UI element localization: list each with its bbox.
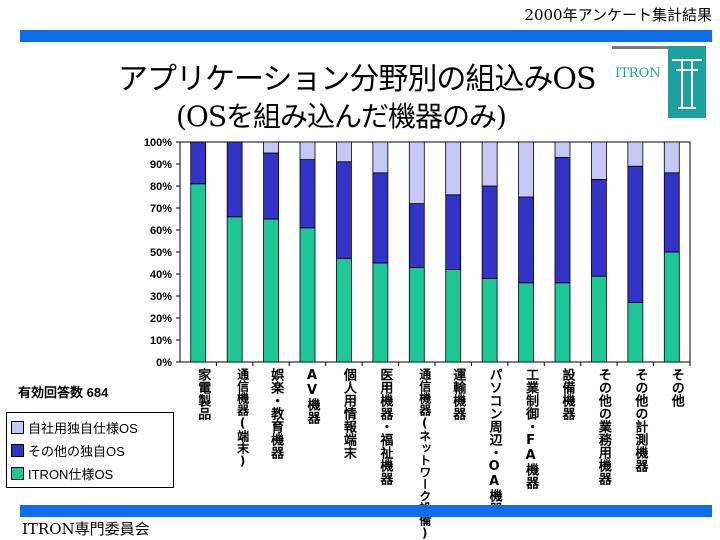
y-tick-label: 30%: [150, 291, 172, 303]
category-label: 個人用情報端末: [340, 368, 356, 459]
plot-area: [179, 141, 691, 363]
legend-item-itron: ITRON仕様OS: [11, 463, 113, 483]
legend-label-itron: ITRON仕様OS: [28, 466, 114, 482]
bar-segment-own: [481, 141, 498, 187]
bar-segment-other: [226, 141, 243, 218]
bar-segment-own: [554, 141, 571, 158]
category-label: 娯楽・教育機器: [268, 368, 284, 459]
bar-segment-other: [372, 172, 389, 264]
y-tick-label: 0%: [156, 357, 172, 369]
bar-segment-itron: [299, 227, 316, 363]
y-tick-label: 100%: [144, 137, 172, 149]
category-label: 工業制御・FA機器: [523, 368, 539, 489]
legend-swatch-own: [11, 420, 24, 434]
bar-segment-other: [591, 178, 607, 277]
bar-segment-own: [627, 141, 644, 167]
bar-segment-itron: [591, 275, 607, 363]
category-label: 医用機器・福祉機器: [377, 368, 393, 485]
bar-segment-own: [372, 141, 389, 174]
category-label: その他: [668, 368, 684, 407]
category-label: パソコン周辺・OA機器: [486, 368, 502, 515]
bar-segment-itron: [554, 282, 571, 363]
chart-title: アプリケーション分野別の組込みOS: [118, 62, 597, 97]
itron-logo: ITRON: [612, 46, 706, 118]
chart-subtitle: (OSを組み込んだ機器のみ): [176, 100, 507, 133]
bar-segment-itron: [190, 183, 207, 363]
y-tick-label: 70%: [150, 203, 172, 215]
bar-segment-itron: [663, 251, 680, 363]
bar-segment-own: [518, 141, 534, 198]
bar-segment-own: [299, 141, 316, 161]
bar-segment-itron: [627, 302, 644, 363]
response-count: 有効回答数 684: [18, 385, 109, 400]
legend-swatch-itron: [11, 466, 24, 480]
bar-segment-other: [518, 196, 534, 284]
bar-segment-own: [591, 141, 607, 180]
y-tick-label: 80%: [150, 181, 172, 193]
y-tick-label: 40%: [150, 269, 172, 281]
bar-segment-other: [627, 165, 644, 303]
category-label: 通信機器(端末): [235, 368, 250, 468]
category-label: AV機器: [304, 368, 320, 424]
category-label: その他の業務用機器: [595, 368, 611, 485]
y-tick-label: 10%: [150, 335, 172, 347]
survey-caption: 2000年アンケート集計結果: [524, 6, 712, 24]
y-tick-label: 90%: [150, 159, 172, 171]
bar-segment-itron: [226, 216, 243, 363]
legend-item-own: 自社用独自仕様OS: [11, 417, 138, 437]
bar-segment-itron: [336, 258, 352, 363]
category-label: 家電製品: [195, 368, 211, 420]
bar-segment-own: [663, 141, 680, 174]
legend-swatch-other: [11, 443, 24, 457]
bar-segment-own: [263, 141, 279, 154]
category-label: 設備機器: [559, 368, 575, 420]
bar-segment-other: [408, 203, 425, 268]
itron-logo-mark: [612, 46, 706, 118]
y-tick-label: 60%: [150, 225, 172, 237]
logo-text: ITRON: [615, 66, 661, 81]
bar-segment-other: [481, 185, 498, 279]
bar-segment-other: [336, 161, 352, 260]
category-label: その他の計測機器: [632, 368, 648, 472]
bar-segment-own: [336, 141, 352, 163]
y-tick-label: 20%: [150, 313, 172, 325]
bar-segment-itron: [445, 269, 462, 363]
bar-segment-itron: [263, 218, 279, 363]
bar-segment-own: [408, 141, 425, 204]
legend-label-own: 自社用独自仕様OS: [28, 420, 138, 436]
bar-segment-itron: [372, 262, 389, 363]
footer-credit: ITRON専門委員会: [22, 520, 150, 538]
legend-label-other: その他の独自OS: [28, 443, 125, 459]
bar-segment-own: [445, 141, 462, 196]
bar-segment-other: [663, 172, 680, 253]
bar-segment-other: [554, 156, 571, 284]
bar-segment-itron: [408, 266, 425, 363]
y-tick-label: 50%: [150, 247, 172, 259]
bar-segment-other: [299, 159, 316, 229]
category-label: 運輸機器: [450, 368, 466, 420]
bar-segment-other: [263, 152, 279, 220]
bar-segment-other: [445, 194, 462, 271]
bar-segment-other: [190, 141, 207, 185]
legend: 自社用独自仕様OS その他の独自OS ITRON仕様OS: [6, 412, 174, 488]
bar-segment-itron: [481, 277, 498, 363]
top-divider: [20, 30, 712, 42]
legend-item-other: その他の独自OS: [11, 440, 125, 460]
bottom-divider: [20, 505, 712, 517]
bar-segment-itron: [518, 282, 534, 363]
